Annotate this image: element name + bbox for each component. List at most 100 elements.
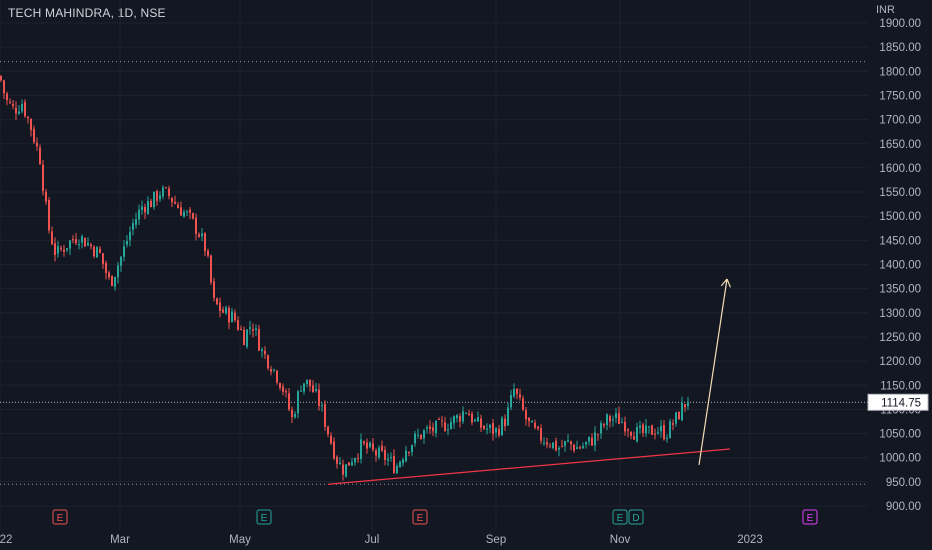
candle-body	[441, 420, 443, 422]
event-label: E	[261, 513, 268, 524]
candle-body	[594, 432, 596, 446]
candle-body	[138, 209, 140, 220]
dividend-marker[interactable]: D	[628, 509, 644, 525]
price-tick-label: 1600.00	[879, 163, 921, 175]
candle-body	[483, 426, 485, 429]
projection-arrow-head	[726, 278, 731, 288]
candle-body	[657, 432, 659, 434]
candle-body	[339, 462, 341, 465]
chart-title: TECH MAHINDRA, 1D, NSE	[8, 6, 166, 20]
candle-body	[411, 445, 413, 453]
drawings	[327, 278, 731, 485]
candle-body	[540, 428, 542, 441]
candle-body	[243, 329, 245, 346]
candle-body	[273, 369, 275, 371]
time-tick-label: Jul	[365, 534, 380, 546]
candle-body	[597, 434, 599, 436]
candle-body	[600, 423, 602, 434]
earnings-marker[interactable]: E	[52, 509, 68, 525]
candle-body	[144, 207, 146, 213]
candle-body	[102, 253, 104, 264]
candle-body	[204, 233, 206, 252]
candle-body	[402, 459, 404, 464]
candles	[0, 75, 689, 481]
candle-body	[57, 245, 59, 254]
candle-body	[108, 272, 110, 278]
candle-body	[312, 385, 314, 393]
candle-body	[480, 418, 482, 428]
candle-body	[477, 417, 479, 422]
candle-body	[429, 426, 431, 429]
candle-body	[282, 386, 284, 392]
candle-body	[360, 439, 362, 459]
candle-body	[624, 421, 626, 432]
candle-body	[0, 75, 2, 81]
candle-body	[291, 409, 293, 418]
candle-body	[120, 256, 122, 266]
event-label: D	[632, 513, 639, 524]
candle-body	[414, 433, 416, 444]
candle-body	[492, 423, 494, 435]
candle-body	[219, 302, 221, 311]
earnings-marker[interactable]: E	[256, 509, 272, 525]
price-axis[interactable]: 900.00950.001000.001050.001100.001150.00…	[867, 18, 929, 513]
price-tick-label: 1800.00	[879, 66, 921, 78]
candle-body	[123, 246, 125, 257]
candle-body	[60, 247, 62, 250]
candle-body	[135, 219, 137, 225]
projection-arrow-head	[720, 278, 728, 287]
candle-body	[582, 446, 584, 448]
candle-body	[378, 447, 380, 458]
candle-body	[294, 413, 296, 418]
candle-body	[393, 455, 395, 473]
event-box	[412, 509, 428, 525]
candle-body	[654, 433, 656, 435]
last-price-label: 1114.75	[881, 397, 921, 409]
candle-body	[150, 200, 152, 208]
candle-body	[168, 188, 170, 196]
candle-body	[147, 201, 149, 214]
candle-body	[126, 241, 128, 245]
candle-body	[606, 414, 608, 426]
candle-body	[195, 217, 197, 234]
candle-body	[432, 427, 434, 432]
candle-body	[18, 111, 20, 114]
candle-body	[507, 407, 509, 426]
candle-body	[543, 442, 545, 444]
candle-body	[210, 255, 212, 283]
candle-body	[681, 402, 683, 421]
candle-body	[567, 440, 569, 442]
candle-body	[201, 233, 203, 237]
candle-body	[237, 320, 239, 330]
time-axis[interactable]: 22 Mar May Jul Sep Nov 2023	[0, 534, 763, 546]
candle-body	[111, 275, 113, 286]
earnings-marker[interactable]: E	[412, 509, 428, 525]
candle-body	[81, 236, 83, 243]
price-tick-label: 1450.00	[879, 235, 921, 247]
candle-body	[327, 426, 329, 435]
candle-body	[51, 231, 53, 245]
candle-body	[192, 213, 194, 219]
candle-body	[390, 457, 392, 459]
candle-body	[249, 327, 251, 329]
candle-body	[240, 328, 242, 330]
earnings-marker[interactable]: E	[612, 509, 628, 525]
candle-body	[666, 437, 668, 439]
candle-body	[630, 432, 632, 436]
candle-body	[318, 389, 320, 406]
candle-body	[186, 211, 188, 213]
candle-body	[669, 421, 671, 439]
candle-body	[12, 103, 14, 106]
candle-body	[618, 413, 620, 425]
price-tick-label: 1350.00	[879, 284, 921, 296]
candle-body	[651, 425, 653, 435]
candle-body	[447, 429, 449, 431]
candle-body	[369, 442, 371, 448]
candle-body	[207, 250, 209, 256]
earnings-marker[interactable]: E	[802, 509, 818, 525]
currency-label: INR	[876, 4, 895, 16]
candle-body	[42, 164, 44, 192]
candle-body	[246, 329, 248, 347]
